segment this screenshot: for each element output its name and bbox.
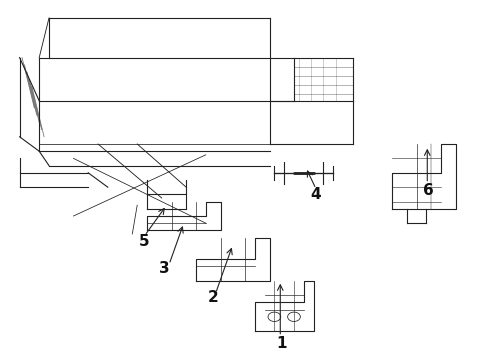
Text: 6: 6 (423, 183, 434, 198)
Text: 4: 4 (311, 187, 321, 202)
Text: 5: 5 (139, 234, 150, 249)
Text: 1: 1 (276, 336, 287, 351)
Text: 3: 3 (159, 261, 170, 276)
Text: 2: 2 (208, 289, 219, 305)
